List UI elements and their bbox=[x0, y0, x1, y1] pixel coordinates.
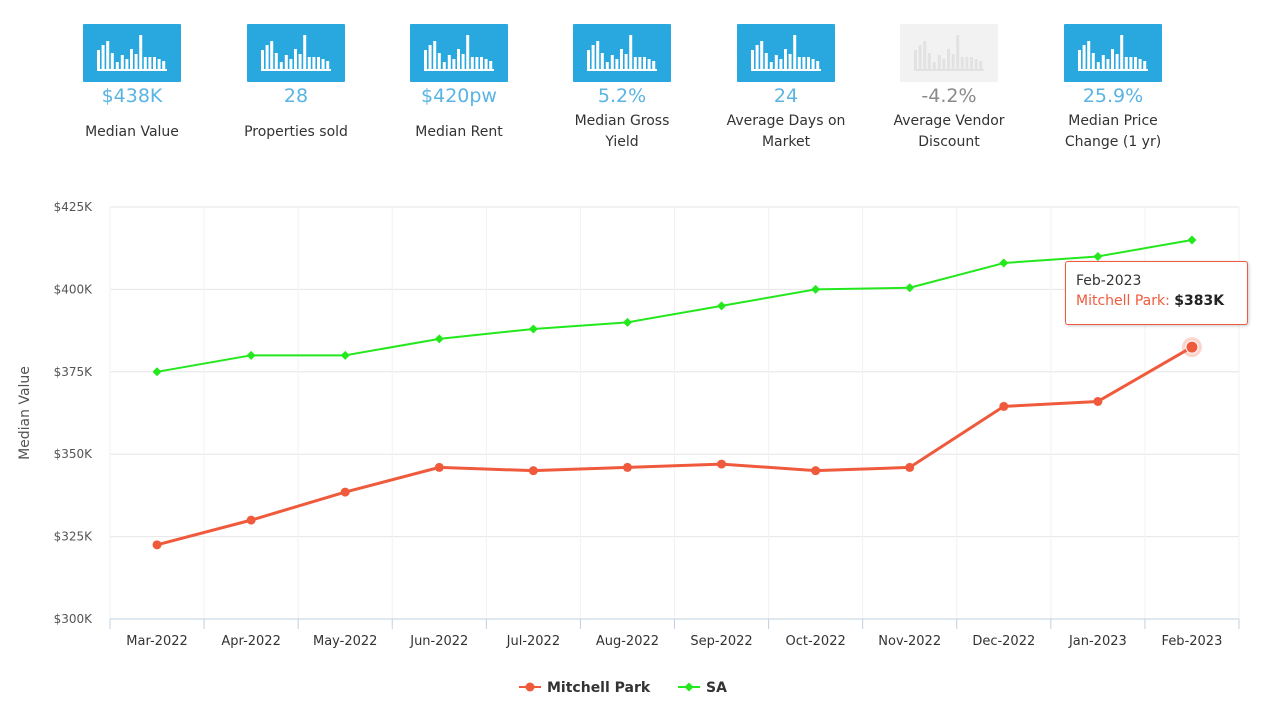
data-point[interactable] bbox=[999, 258, 1009, 268]
data-point[interactable] bbox=[811, 466, 821, 476]
stat-card[interactable]: 5.2% Median Gross Yield bbox=[552, 24, 692, 153]
series-line bbox=[156, 238, 1193, 373]
data-point[interactable] bbox=[1093, 251, 1103, 261]
stat-card[interactable]: -4.2% Average Vendor Discount bbox=[879, 24, 1019, 153]
legend-label: SA bbox=[706, 680, 727, 696]
x-tick-label: Oct-2022 bbox=[785, 634, 845, 649]
x-tick-label: Aug-2022 bbox=[596, 634, 659, 649]
data-point[interactable] bbox=[434, 462, 444, 472]
bar-chart-icon[interactable] bbox=[1064, 24, 1162, 82]
x-tick-label: Dec-2022 bbox=[972, 634, 1035, 649]
y-tick-label: $325K bbox=[54, 530, 94, 544]
stat-value: 25.9% bbox=[1082, 85, 1144, 107]
y-axis-title: Median Value bbox=[17, 366, 33, 460]
x-tick-label: Jun-2022 bbox=[409, 634, 468, 649]
stat-value: 5.2% bbox=[597, 85, 647, 107]
bar-chart-icon[interactable] bbox=[410, 24, 508, 82]
data-point[interactable] bbox=[811, 284, 821, 294]
x-tick-label: May-2022 bbox=[313, 634, 377, 649]
stat-label: Median Price Change (1 yr) bbox=[1064, 113, 1162, 150]
legend: Mitchell Park SA bbox=[519, 680, 727, 696]
median-value-chart: $300K $325K $350K $375K $400K $425K Mar-2022 Ap… bbox=[17, 200, 1240, 696]
bar-chart-icon[interactable] bbox=[83, 24, 181, 82]
data-point[interactable] bbox=[246, 515, 256, 525]
y-tick-label: $375K bbox=[54, 365, 94, 379]
legend-label: Mitchell Park bbox=[547, 680, 651, 696]
data-point[interactable] bbox=[528, 466, 538, 476]
data-point[interactable] bbox=[434, 334, 444, 344]
legend-item[interactable]: Mitchell Park bbox=[519, 680, 651, 696]
data-point[interactable] bbox=[152, 540, 162, 550]
data-point[interactable] bbox=[622, 317, 632, 327]
stat-card[interactable]: 28 Properties sold bbox=[226, 24, 366, 153]
stat-label: Average Days on Market bbox=[726, 113, 846, 150]
stat-card[interactable]: 25.9% Median Price Change (1 yr) bbox=[1043, 24, 1183, 153]
series-line bbox=[156, 345, 1193, 547]
legend-item[interactable]: SA bbox=[678, 680, 727, 696]
data-point[interactable] bbox=[999, 401, 1009, 411]
stat-value: $420pw bbox=[421, 85, 497, 107]
bar-chart-icon[interactable] bbox=[737, 24, 835, 82]
data-point[interactable] bbox=[246, 350, 256, 360]
stats-bar: $438K Median Value 28 Properties sold $420pw… bbox=[0, 0, 1270, 170]
legend-marker bbox=[684, 682, 694, 692]
y-tick-label: $400K bbox=[54, 282, 94, 296]
stat-value: 28 bbox=[283, 85, 309, 107]
data-point[interactable] bbox=[152, 367, 162, 377]
y-tick-label: $425K bbox=[54, 200, 94, 214]
data-point[interactable] bbox=[717, 459, 727, 469]
x-tick-label: Nov-2022 bbox=[878, 634, 941, 649]
data-point[interactable] bbox=[340, 487, 350, 497]
data-point[interactable] bbox=[340, 350, 350, 360]
stat-label: Median Gross Yield bbox=[574, 113, 670, 150]
stat-card[interactable]: $438K Median Value bbox=[62, 24, 202, 153]
y-tick-label: $350K bbox=[54, 447, 94, 461]
stat-label: Average Vendor Discount bbox=[893, 113, 1005, 150]
bar-chart-icon[interactable] bbox=[247, 24, 345, 82]
stat-value: 24 bbox=[773, 85, 799, 107]
bar-chart-icon[interactable] bbox=[573, 24, 671, 82]
chart-tooltip: Feb-2023 Mitchell Park: $383K bbox=[1065, 261, 1248, 325]
data-point[interactable] bbox=[528, 324, 538, 334]
x-tick-label: Sep-2022 bbox=[690, 634, 752, 649]
data-point[interactable] bbox=[717, 301, 727, 311]
x-tick-label: Jul-2022 bbox=[506, 634, 560, 649]
tooltip-date: Feb-2023 bbox=[1076, 273, 1142, 289]
data-point[interactable] bbox=[1187, 235, 1197, 245]
stat-label: Median Rent bbox=[415, 123, 503, 140]
x-tick-label: Mar-2022 bbox=[126, 634, 187, 649]
stat-value: $438K bbox=[101, 85, 163, 107]
stat-label: Properties sold bbox=[244, 123, 348, 140]
x-tick-label: Feb-2023 bbox=[1162, 634, 1223, 649]
data-point[interactable] bbox=[1093, 396, 1103, 406]
stat-card[interactable]: $420pw Median Rent bbox=[389, 24, 529, 153]
tooltip-value: $383K bbox=[1174, 293, 1225, 309]
x-tick-label: Jan-2023 bbox=[1068, 634, 1127, 649]
bar-chart-icon[interactable] bbox=[900, 24, 998, 82]
x-tick-label: Apr-2022 bbox=[221, 634, 280, 649]
stat-label: Median Value bbox=[85, 123, 179, 140]
stat-card[interactable]: 24 Average Days on Market bbox=[716, 24, 856, 153]
legend-marker bbox=[525, 682, 535, 692]
y-tick-label: $300K bbox=[54, 612, 94, 626]
stat-value: -4.2% bbox=[921, 85, 977, 107]
data-point[interactable] bbox=[905, 462, 915, 472]
tooltip-series: Mitchell Park: bbox=[1076, 293, 1170, 309]
data-point[interactable] bbox=[905, 283, 915, 293]
data-point[interactable] bbox=[622, 462, 632, 472]
data-point[interactable] bbox=[1185, 340, 1199, 354]
